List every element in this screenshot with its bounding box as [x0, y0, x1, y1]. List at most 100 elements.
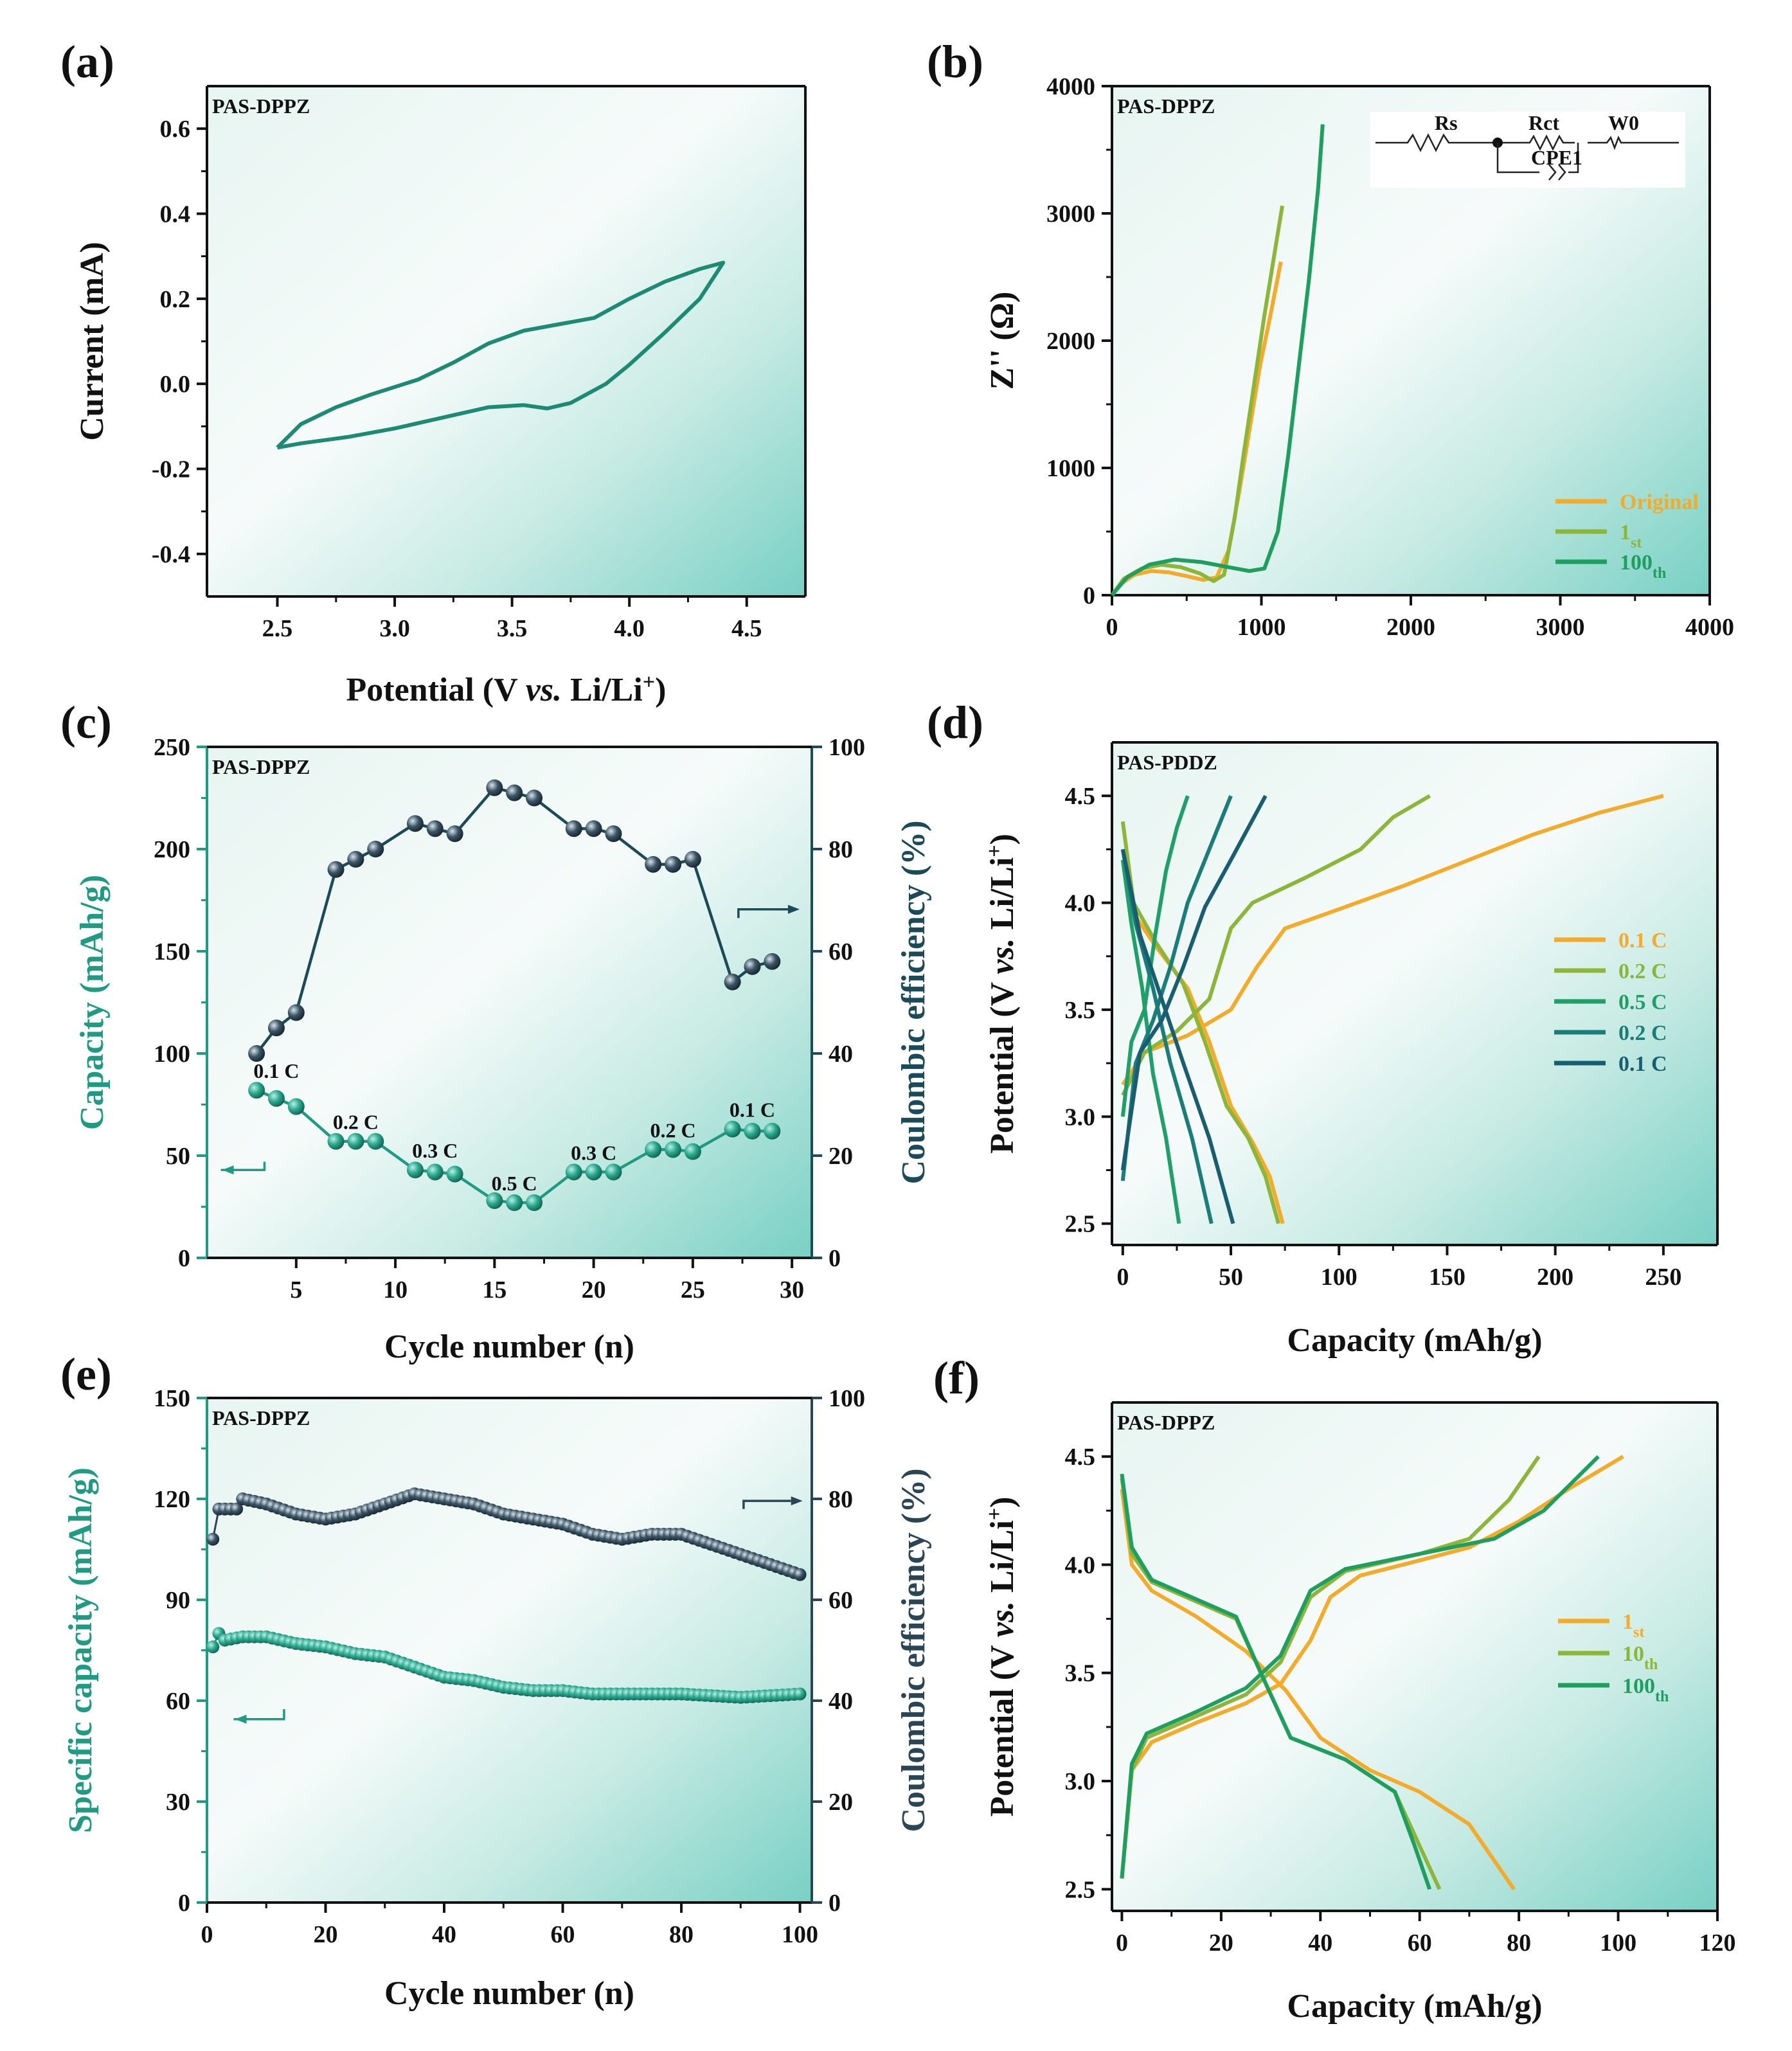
y2-tick-label: 0 — [829, 1245, 841, 1272]
cv-curve — [276, 260, 726, 450]
panel-b: 0 1000 2000 3000 4000 0 1000 2000 3000 4000 (b) PAS… — [927, 36, 1734, 641]
x-tick-label: 4.5 — [731, 615, 762, 642]
legend-text: 100 — [1620, 551, 1653, 575]
x-axis-title: Cycle number (n) — [384, 1975, 634, 2012]
voltage-curve — [1120, 795, 1190, 1117]
title-run: + — [643, 670, 655, 694]
y-axis-title: Potential (V vs. Li/Li+) — [983, 1497, 1021, 1817]
title-run: vs. — [984, 1601, 1021, 1637]
efficiency-point — [206, 1532, 220, 1546]
legend-subscript: th — [1655, 1688, 1669, 1705]
y2-tick-label: 20 — [829, 1143, 853, 1170]
cpe-branch — [1496, 143, 1579, 181]
capacity-point — [684, 1143, 701, 1160]
efficiency-point — [327, 861, 345, 878]
sample-tag: PAS-DPPZ — [1117, 1411, 1215, 1434]
panel-label: (c) — [60, 697, 112, 748]
y-tick-label: 0.4 — [160, 201, 191, 228]
x-tick-label: 0 — [1116, 1930, 1128, 1957]
y2-tick-label: 100 — [829, 1385, 865, 1412]
legend-text: Original — [1620, 490, 1699, 514]
panel-label: (e) — [60, 1348, 112, 1400]
legend-text: 0.1 C — [1618, 929, 1667, 953]
y-tick-label: 50 — [166, 1143, 190, 1170]
x-tick-label: 250 — [1645, 1264, 1681, 1291]
capacity-point — [585, 1163, 602, 1181]
capacity-point — [248, 1082, 265, 1099]
efficiency-point — [248, 1045, 265, 1062]
capacity-point — [287, 1098, 305, 1115]
x-tick-label: 40 — [1308, 1930, 1332, 1957]
x-tick-label: 4000 — [1685, 614, 1734, 641]
x-tick-label: 3000 — [1536, 614, 1585, 641]
title-run: Potential (V — [346, 672, 526, 708]
capacity-point — [206, 1640, 220, 1654]
panel-e: 0 20 40 60 80 100 0 30 60 90 120 150 (e) PAS-DPPZ 0 20 4… — [60, 1348, 932, 2012]
legend-label: 1st — [1620, 521, 1642, 551]
x-tick-label: 100 — [782, 1921, 818, 1948]
y2-tick-label: 80 — [829, 1486, 853, 1513]
y-axis-title: Capacity (mAh/g) — [74, 875, 111, 1130]
legend-text: 1 — [1620, 521, 1631, 544]
legend-text: 1 — [1622, 1610, 1633, 1634]
legend-label: 0.1 C — [1618, 929, 1667, 953]
y-tick-label: 2.5 — [1065, 1211, 1096, 1238]
voltage-curve — [1120, 848, 1235, 1224]
y-tick-label: 100 — [154, 1041, 190, 1068]
legend-text: 0.2 C — [1618, 960, 1667, 983]
y-tick-label: 4.5 — [1065, 783, 1096, 810]
voltage-curve — [1120, 795, 1233, 1181]
efficiency-point — [764, 953, 781, 970]
legend-label: 1st — [1622, 1610, 1644, 1641]
y-tick-label: 4.0 — [1065, 890, 1096, 917]
x-tick-label: 20 — [582, 1276, 606, 1303]
voltage-curve — [1120, 1489, 1516, 1891]
y-tick-label: 2000 — [1046, 328, 1095, 355]
y-axis-title: Specific capacity (mAh/g) — [62, 1467, 99, 1833]
nyquist-curve — [1110, 124, 1325, 596]
efficiency-arrowhead — [791, 1496, 803, 1506]
x-tick-label: 25 — [681, 1276, 705, 1303]
x-tick-label: 100 — [1321, 1264, 1357, 1291]
sample-tag: PAS-DPPZ — [1117, 94, 1215, 118]
efficiency-point — [406, 815, 424, 832]
y-tick-label: 2.5 — [1065, 1876, 1096, 1903]
x-tick-label: 80 — [669, 1921, 694, 1948]
legend-label: Original — [1620, 490, 1699, 514]
panel-a: 2.5 3.0 3.5 4.0 4.5 -0.4 -0.2 0.0 0.2 0.4 0.6 (a) PA… — [60, 36, 807, 708]
panel-d: 0 50 100 150 200 250 2.5 3.0 3.5 4.0 4.5 (d) PAS-PDD… — [927, 697, 1719, 1359]
capacity-point — [347, 1133, 364, 1150]
x-tick-label: 0 — [1116, 1264, 1129, 1291]
x-tick-label: 15 — [482, 1276, 506, 1303]
efficiency-point — [506, 784, 523, 802]
y-tick-label: 3.5 — [1065, 997, 1096, 1024]
circuit-label-cpe1: CPE1 — [1531, 146, 1582, 169]
x-tick-label: 5 — [290, 1276, 302, 1303]
y2-tick-label: 100 — [829, 734, 865, 761]
title-run: ) — [655, 672, 666, 708]
y-tick-label: 250 — [154, 734, 190, 761]
capacity-point — [764, 1122, 781, 1140]
legend-label: 100th — [1622, 1674, 1669, 1705]
capacity-point — [724, 1120, 741, 1138]
capacity-point — [665, 1141, 682, 1158]
x-axis-title: Capacity (mAh/g) — [1287, 1322, 1542, 1359]
efficiency-point — [486, 779, 503, 796]
rate-label: 0.1 C — [253, 1059, 299, 1082]
y2-axis-title: Coulombic efficiency (%) — [895, 820, 932, 1184]
panel-label: (f) — [933, 1352, 980, 1404]
x-tick-label: 20 — [314, 1921, 338, 1948]
y-tick-label: 3.5 — [1065, 1660, 1096, 1687]
y-tick-label: 0.0 — [160, 371, 191, 398]
efficiency-point — [230, 1502, 244, 1516]
panel-label: (d) — [927, 697, 983, 748]
rate-label: 0.1 C — [730, 1098, 775, 1122]
legend-subscript: th — [1653, 565, 1666, 582]
voltage-curve — [1120, 1455, 1624, 1879]
y-tick-label: 0.6 — [160, 116, 191, 143]
y-tick-label: 0 — [178, 1890, 190, 1917]
y-tick-label: 0.2 — [160, 286, 191, 313]
x-tick-label: 100 — [1600, 1930, 1636, 1957]
capacity-axis-arrow — [233, 1709, 285, 1721]
